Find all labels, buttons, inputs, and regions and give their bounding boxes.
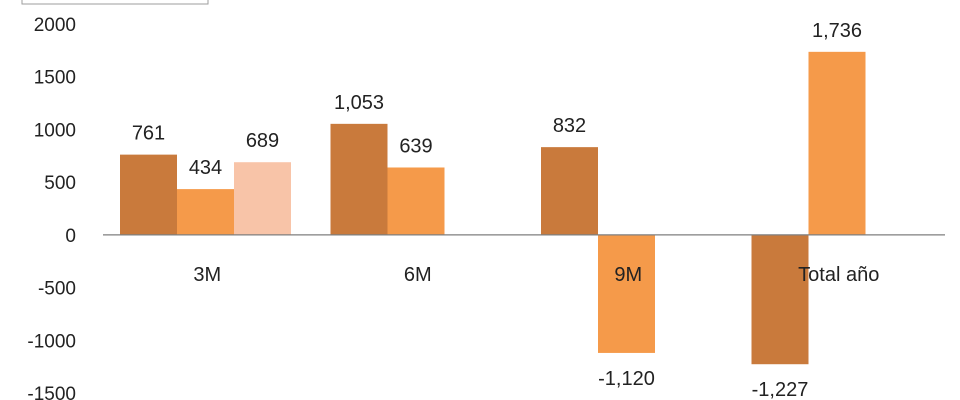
data-label: -1,120 [598, 368, 655, 390]
data-label: 1,053 [334, 92, 384, 114]
bar [120, 154, 177, 235]
data-label: -1,227 [752, 379, 809, 400]
bar [387, 167, 445, 235]
y-tick-label: 500 [44, 173, 76, 194]
bar [751, 234, 809, 365]
y-tick-label: 1000 [34, 120, 76, 141]
data-label: 832 [553, 115, 586, 137]
y-axis: 2000 1500 1000 500 0 -500 -1000 -1500 [27, 15, 76, 400]
bar [541, 147, 598, 235]
bar [808, 51, 866, 235]
bar [234, 162, 291, 235]
data-label: 639 [399, 135, 432, 157]
data-label: 689 [246, 130, 279, 152]
category-label: 9M [614, 264, 642, 286]
y-tick-label: -1000 [27, 331, 76, 352]
y-tick-label: -500 [38, 279, 76, 300]
y-tick-label: 2000 [34, 15, 76, 36]
y-tick-label: 0 [65, 226, 76, 247]
category-labels: 3M 6M 9M Total año [193, 264, 879, 286]
bar [330, 123, 388, 235]
bar [177, 189, 234, 235]
data-label: 434 [189, 157, 222, 179]
top-frame-fragment [21, 0, 209, 5]
category-label: 3M [193, 264, 221, 286]
bars [120, 51, 866, 365]
data-label: 761 [132, 123, 165, 145]
category-label: 6M [404, 264, 432, 286]
data-label: 1,736 [812, 20, 862, 42]
y-tick-label: -1500 [27, 384, 76, 400]
bar [598, 234, 655, 353]
category-label: Total año [798, 264, 879, 286]
data-labels: 761 434 689 1,053 639 832 -1,120 -1,227 1,736 [132, 20, 862, 400]
y-tick-label: 1500 [34, 68, 76, 89]
